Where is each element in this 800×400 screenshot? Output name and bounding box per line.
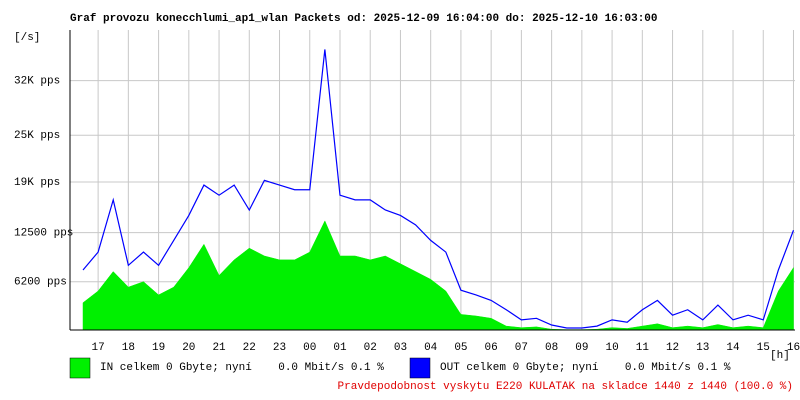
legend-swatch [409, 357, 431, 379]
x-tick-label: 03 [394, 342, 407, 354]
x-tick-label: 05 [454, 342, 467, 354]
x-tick-label: 15 [757, 342, 770, 354]
x-tick-label: 11 [636, 342, 650, 354]
x-tick-label: 01 [333, 342, 347, 354]
legend-label: OUT celkem 0 Gbyte; nyní 0.0 Mbit/s 0.1 … [440, 362, 731, 374]
footer-note: Pravdepodobnost vyskytu E220 KULATAK na … [338, 381, 793, 393]
x-tick-label: 23 [273, 342, 286, 354]
y-tick-label: 19K pps [14, 177, 60, 189]
x-tick-label: 19 [152, 342, 165, 354]
chart-title: Graf provozu konecchlumi_ap1_wlan Packet… [70, 13, 658, 25]
x-tick-label: 12 [666, 342, 679, 354]
x-tick-label: 06 [485, 342, 498, 354]
legend-label: IN celkem 0 Gbyte; nyní 0.0 Mbit/s 0.1 % [100, 362, 384, 374]
x-axis-label: [h] [770, 350, 790, 362]
y-tick-label: 12500 pps [14, 228, 73, 240]
x-tick-label: 09 [575, 342, 588, 354]
x-tick-label: 22 [243, 342, 256, 354]
x-tick-label: 07 [515, 342, 528, 354]
line [82, 49, 795, 329]
x-tick-label: 21 [212, 342, 226, 354]
legend-swatch [69, 357, 91, 379]
x-tick-label: 14 [726, 342, 740, 354]
y-tick-label: 32K pps [14, 76, 60, 88]
x-tick-label: 13 [696, 342, 709, 354]
area [82, 220, 794, 331]
x-tick-label: 00 [303, 342, 316, 354]
y-tick-label: 25K pps [14, 130, 60, 142]
x-tick-label: 16 [787, 342, 800, 354]
x-tick-label: 20 [182, 342, 195, 354]
x-tick-label: 02 [364, 342, 377, 354]
x-tick-label: 18 [122, 342, 135, 354]
x-tick-label: 04 [424, 342, 438, 354]
x-tick-label: 17 [92, 342, 105, 354]
x-tick-label: 10 [605, 342, 618, 354]
x-tick-label: 08 [545, 342, 558, 354]
y-axis-label: [/s] [14, 32, 40, 44]
y-tick-label: 6200 pps [14, 277, 67, 289]
